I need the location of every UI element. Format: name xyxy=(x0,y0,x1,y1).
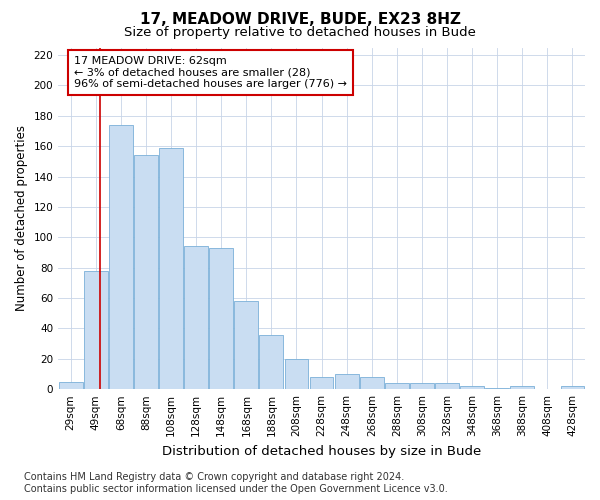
Bar xyxy=(109,125,133,389)
Bar xyxy=(435,383,459,389)
Bar xyxy=(259,334,283,389)
Bar xyxy=(460,386,484,389)
Bar xyxy=(485,388,509,389)
Text: Size of property relative to detached houses in Bude: Size of property relative to detached ho… xyxy=(124,26,476,39)
Text: Contains HM Land Registry data © Crown copyright and database right 2024.
Contai: Contains HM Land Registry data © Crown c… xyxy=(24,472,448,494)
Bar xyxy=(335,374,359,389)
Text: 17 MEADOW DRIVE: 62sqm
← 3% of detached houses are smaller (28)
96% of semi-deta: 17 MEADOW DRIVE: 62sqm ← 3% of detached … xyxy=(74,56,347,89)
Bar xyxy=(385,383,409,389)
Bar xyxy=(284,359,308,389)
Bar xyxy=(184,246,208,389)
Bar xyxy=(560,386,584,389)
X-axis label: Distribution of detached houses by size in Bude: Distribution of detached houses by size … xyxy=(162,444,481,458)
Bar xyxy=(235,301,258,389)
Bar xyxy=(84,270,108,389)
Bar xyxy=(134,156,158,389)
Bar xyxy=(360,377,383,389)
Y-axis label: Number of detached properties: Number of detached properties xyxy=(15,126,28,312)
Text: 17, MEADOW DRIVE, BUDE, EX23 8HZ: 17, MEADOW DRIVE, BUDE, EX23 8HZ xyxy=(139,12,461,28)
Bar xyxy=(159,148,183,389)
Bar xyxy=(310,377,334,389)
Bar xyxy=(209,248,233,389)
Bar xyxy=(511,386,534,389)
Bar xyxy=(410,383,434,389)
Bar xyxy=(59,382,83,389)
